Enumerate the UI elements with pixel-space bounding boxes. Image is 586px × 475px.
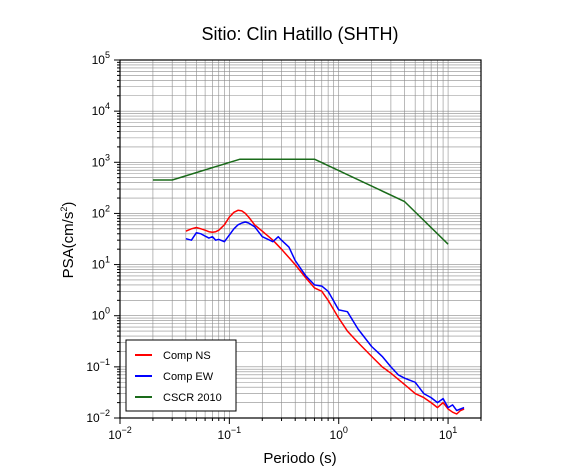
x-tick-label: 10−1 (218, 425, 242, 442)
axis-ticks (114, 59, 482, 424)
series-lines (152, 158, 465, 415)
y-tick-label: 10−1 (86, 357, 110, 374)
x-axis-label: Periodo (s) (263, 450, 336, 467)
x-tick-labels: 10−2 10−1 100 101 (108, 425, 457, 442)
y-tick-label: 105 (92, 50, 110, 67)
y-tick-label: 102 (92, 203, 110, 220)
series-line-comp-ns (185, 209, 465, 415)
y-tick-label: 10−2 (86, 408, 110, 425)
legend-label-comp-ew: Comp EW (163, 371, 214, 383)
chart-title: Sitio: Clin Hatillo (SHTH) (201, 24, 398, 44)
series-line-comp-ew (185, 221, 465, 412)
y-tick-label: 100 (92, 306, 110, 323)
x-tick-label: 101 (439, 425, 457, 442)
y-tick-labels: 10−2 10−1 100 101 102 103 104 105 (86, 50, 110, 425)
grid-lines (119, 60, 482, 419)
legend: Comp NS Comp EW CSCR 2010 (125, 339, 237, 412)
plot-frame (119, 59, 482, 419)
legend-label-comp-ns: Comp NS (163, 350, 211, 362)
y-axis-label: PSA(cm/s2) (59, 202, 77, 279)
y-tick-label: 101 (92, 255, 110, 272)
y-tick-label: 104 (92, 101, 110, 118)
series-line-cscr-2010 (152, 158, 449, 245)
x-tick-label: 10−2 (108, 425, 132, 442)
x-tick-label: 100 (330, 425, 348, 442)
y-tick-label: 103 (92, 152, 110, 169)
legend-label-cscr-2010: CSCR 2010 (163, 392, 222, 404)
